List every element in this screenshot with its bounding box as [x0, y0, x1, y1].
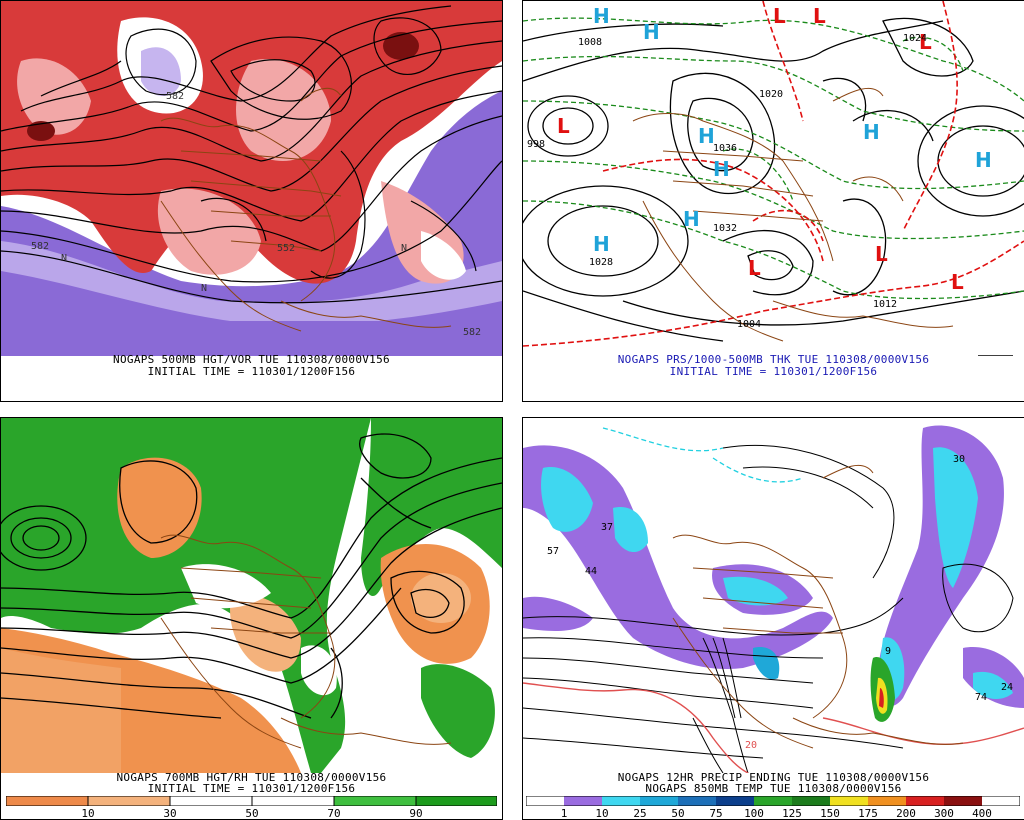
height-contours — [1, 5, 502, 304]
colorbar-tick: 10 — [81, 807, 95, 820]
pressure-label: 1008 — [578, 37, 602, 48]
high-pressure-icon: H — [643, 20, 660, 44]
rh-map — [1, 418, 502, 773]
caption-title: NOGAPS 500MB HGT/VOR TUE 110308/0000V156 — [113, 353, 390, 366]
map-borders — [672, 464, 964, 749]
precip-labels: 57 44 37 30 74 24 20 9 — [547, 454, 1013, 751]
high-pressure-icon: H — [863, 120, 880, 144]
panel-precip-850mb-temp: 57 44 37 30 74 24 20 9 NOGAPS 12HR PRECI… — [522, 417, 1024, 820]
map-borders — [160, 534, 452, 749]
caption-temp-title: NOGAPS 850MB TEMP TUE 110308/0000V156 — [645, 782, 902, 795]
colorbar-tick: 75 — [709, 807, 723, 820]
low-pressure-icon: L — [557, 114, 570, 138]
colorbar-tick: 300 — [934, 807, 954, 820]
temperature-label: 20 — [745, 740, 757, 751]
panel-500mb-vorticity: 582 582 552 582 N N N NOGAPS 500MB HGT/V… — [0, 0, 503, 402]
low-pressure-icon: L — [813, 4, 826, 28]
caption-init-time: INITIAL TIME = 110301/1200F156 — [669, 365, 878, 378]
precip-amount-label: 30 — [953, 454, 965, 465]
pressure-map: H H H H H H H H L L L L L L L 998 1020 1… — [523, 1, 1024, 356]
map-borders — [632, 87, 954, 342]
thickness-cold — [523, 17, 1024, 300]
colorbar-tick: 125 — [782, 807, 802, 820]
pressure-centers: H H H H H H H H L L L L L L L — [557, 4, 992, 294]
colorbar-tick: 400 — [972, 807, 992, 820]
freezing-line — [602, 427, 804, 483]
colorbar-tick: 10 — [595, 807, 609, 820]
pressure-label: 1024 — [903, 33, 927, 44]
precip-amount-label: 44 — [585, 566, 597, 577]
caption-title: NOGAPS 12HR PRECIP ENDING TUE 110308/000… — [617, 771, 930, 784]
high-pressure-icon: H — [593, 4, 610, 28]
rh-colorbar-ticks: 10 30 50 70 90 — [6, 807, 497, 819]
high-pressure-icon: H — [683, 207, 700, 231]
precip-amount-label: 74 — [975, 692, 987, 703]
high-pressure-icon: H — [713, 157, 730, 181]
precip-colorbar-ticks: 1 10 25 50 75 100 125 150 175 200 300 40… — [526, 807, 1020, 819]
low-pressure-icon: L — [919, 30, 932, 54]
caption-init-time: INITIAL TIME = 110301/1200F156 — [147, 782, 356, 795]
pressure-label: 1028 — [589, 257, 613, 268]
vorticity-label: N — [61, 253, 67, 264]
height-label: 582 — [31, 241, 49, 252]
isobars — [523, 17, 1024, 342]
pressure-label: 1020 — [759, 89, 783, 100]
precip-amount-label: 37 — [601, 522, 613, 533]
low-pressure-icon: L — [748, 256, 761, 280]
colorbar-tick: 175 — [858, 807, 878, 820]
panel-700mb-rh: NOGAPS 700MB HGT/RH TUE 110308/0000V156 … — [0, 417, 503, 820]
precip-amount-label: 9 — [885, 646, 891, 657]
precip-moderate — [541, 447, 1013, 701]
caption-title: NOGAPS PRS/1000-500MB THK TUE 110308/000… — [617, 353, 930, 366]
low-pressure-icon: L — [875, 242, 888, 266]
height-label: 582 — [166, 91, 184, 102]
pressure-label: 1004 — [737, 319, 761, 330]
low-pressure-icon: L — [951, 270, 964, 294]
vorticity-label: N — [401, 243, 407, 254]
colorbar-tick: 200 — [896, 807, 916, 820]
colorbar-tick: 50 — [671, 807, 685, 820]
colorbar-tick: 30 — [163, 807, 177, 820]
height-label: 552 — [277, 243, 295, 254]
colorbar-tick: 50 — [245, 807, 259, 820]
precip-heavy — [753, 647, 895, 722]
height-label: 582 — [463, 327, 481, 338]
height-contours — [1, 433, 502, 719]
colorbar-tick: 150 — [820, 807, 840, 820]
high-pressure-icon: H — [975, 148, 992, 172]
rh-colorbar — [6, 796, 497, 806]
pressure-label: 1036 — [713, 143, 737, 154]
pressure-label: 1032 — [713, 223, 737, 234]
temperature-contours — [523, 444, 1014, 773]
vorticity-label: N — [201, 283, 207, 294]
colorbar-tick: 90 — [409, 807, 423, 820]
caption-title: NOGAPS 700MB HGT/RH TUE 110308/0000V156 — [116, 771, 387, 784]
pressure-label: 1012 — [873, 299, 897, 310]
vorticity-map: 582 582 552 582 N N N — [1, 1, 502, 356]
colorbar-tick: 1 — [560, 807, 568, 820]
map-borders — [160, 87, 452, 332]
pressure-label: 998 — [527, 139, 545, 150]
high-pressure-icon: H — [698, 124, 715, 148]
moist-area — [1, 418, 371, 773]
precip-map: 57 44 37 30 74 24 20 9 — [523, 418, 1024, 773]
precip-amount-label: 24 — [1001, 682, 1013, 693]
high-pressure-icon: H — [593, 232, 610, 256]
low-pressure-icon: L — [773, 4, 786, 28]
caption-init-time: INITIAL TIME = 110301/1200F156 — [147, 365, 356, 378]
panel-pressure-thickness: H H H H H H H H L L L L L L L 998 1020 1… — [522, 0, 1024, 402]
precip-amount-label: 57 — [547, 546, 559, 557]
colorbar-tick: 100 — [744, 807, 764, 820]
precip-colorbar — [526, 796, 1020, 806]
colorbar-tick: 70 — [327, 807, 341, 820]
colorbar-tick: 25 — [633, 807, 647, 820]
